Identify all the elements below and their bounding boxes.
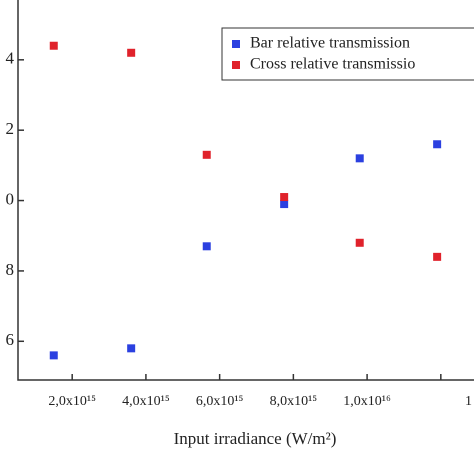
legend-swatch: [232, 40, 240, 48]
point: [49, 41, 58, 50]
x-tick-label: 4,0x10¹⁵: [122, 394, 170, 409]
y-tick-label: 2: [6, 119, 15, 138]
axes: [17, 0, 474, 381]
x-axis-label: Input irradiance (W/m²): [174, 429, 337, 448]
y-tick-label: 6: [6, 330, 15, 349]
point: [49, 351, 58, 360]
x-tick-label: 6,0x10¹⁵: [196, 394, 244, 409]
point: [280, 200, 289, 209]
point: [280, 193, 289, 202]
y-tick-label: 0: [6, 189, 15, 208]
point: [127, 48, 136, 57]
point: [202, 242, 211, 251]
x-tick-label: 1,0x10¹⁶: [343, 394, 391, 409]
x-tick-label: 1: [465, 394, 472, 409]
x-tick-label: 8,0x10¹⁵: [270, 394, 318, 409]
point: [202, 150, 211, 159]
legend-label: Cross relative transmissio: [250, 56, 415, 73]
point: [127, 344, 136, 353]
legend-swatch: [232, 61, 240, 69]
point: [433, 140, 442, 149]
point: [355, 154, 364, 163]
y-tick-label: 4: [6, 49, 15, 68]
legend-box: [221, 27, 474, 81]
x-tick-label: 2,0x10¹⁵: [48, 394, 96, 409]
y-tick-label: 8: [6, 260, 15, 279]
point: [355, 238, 364, 247]
point: [433, 252, 442, 261]
legend-label: Bar relative transmission: [250, 35, 410, 52]
